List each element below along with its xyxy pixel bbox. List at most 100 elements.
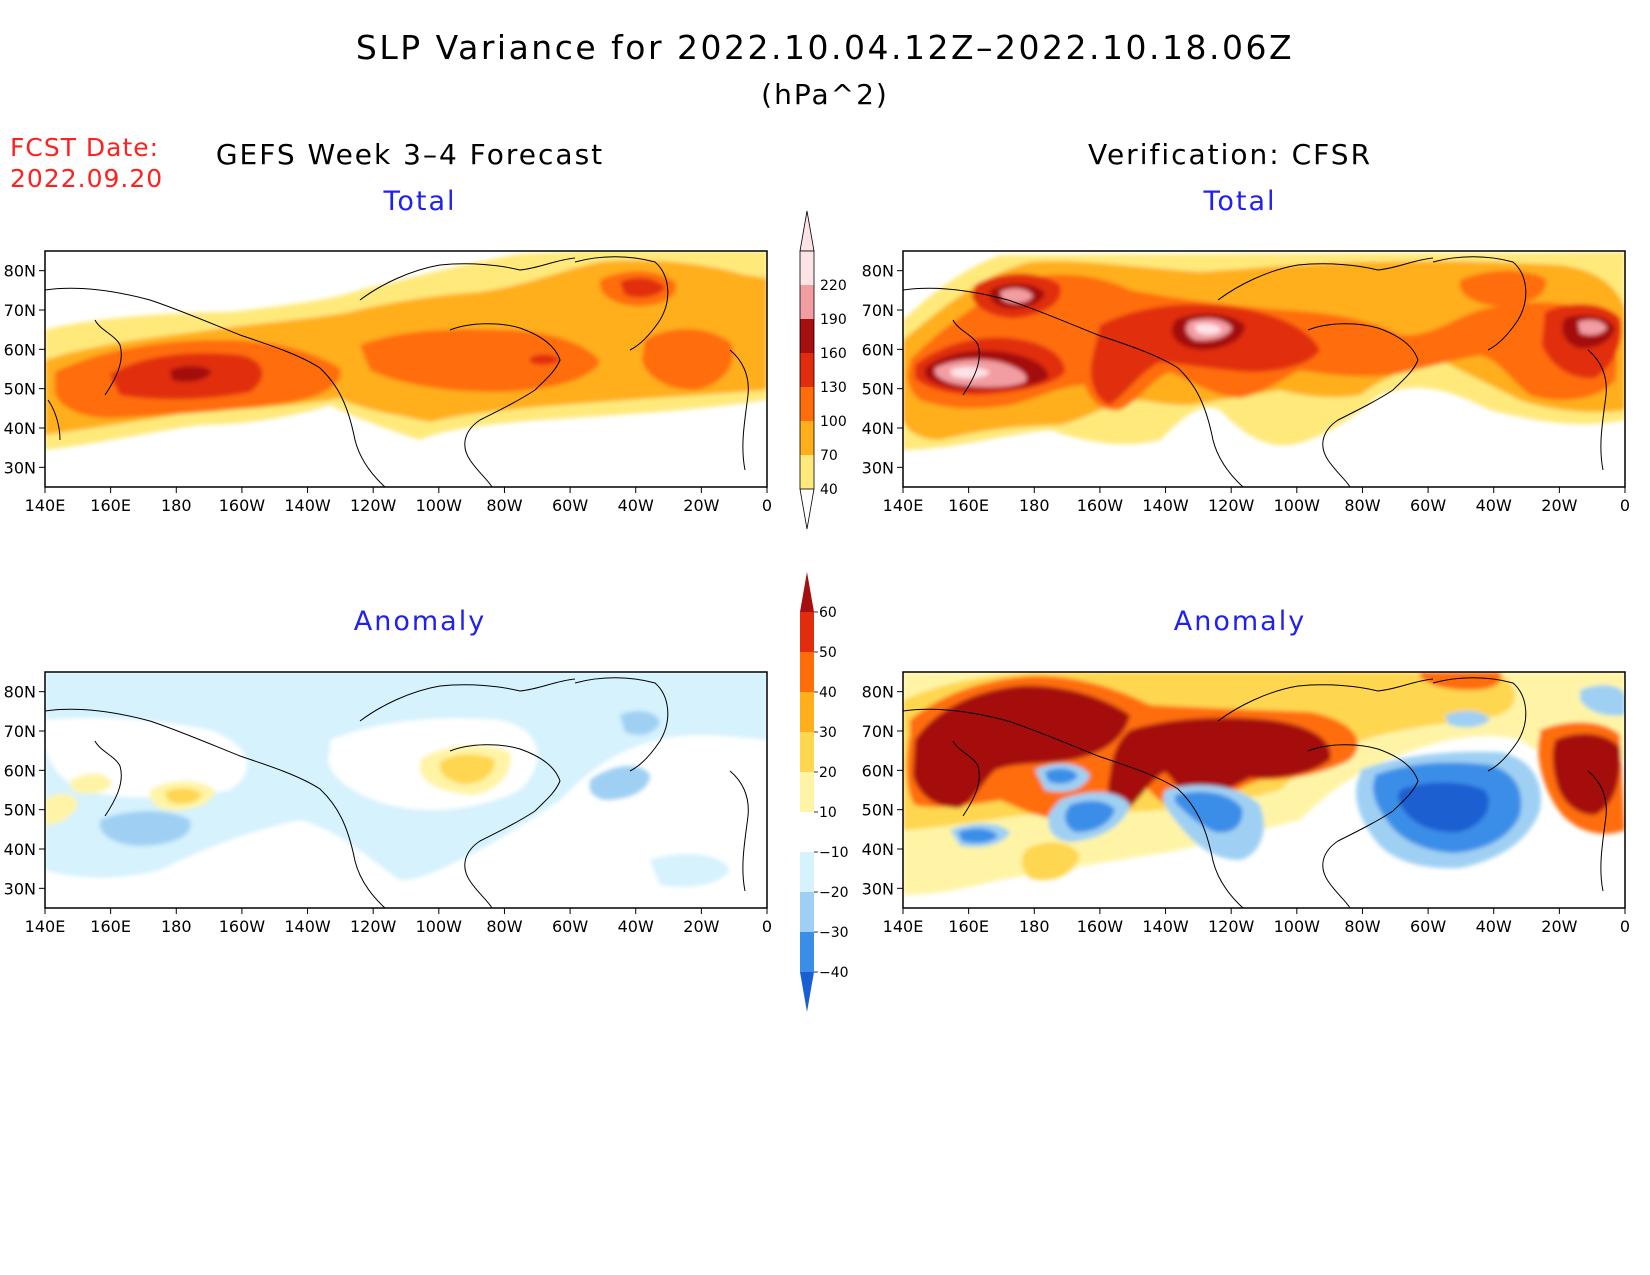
lon-tick-label: 20W <box>1541 496 1577 515</box>
lon-tick-label: 60W <box>1410 917 1446 936</box>
lat-tick-label: 80N <box>4 683 36 702</box>
map-cfsr-total <box>902 250 1626 488</box>
lon-tick-label: 20W <box>683 917 719 936</box>
left-column-title: GEFS Week 3–4 Forecast <box>215 138 605 171</box>
lon-tick-label: 0 <box>1620 917 1630 936</box>
colorbar-anomaly-band <box>800 772 814 812</box>
lon-tick-label: 140W <box>284 496 331 515</box>
lon-tick-label: 160W <box>1077 496 1124 515</box>
lon-tick-label: 100W <box>416 917 463 936</box>
lon-tick-label: 160W <box>1077 917 1124 936</box>
lon-tick-label: 80W <box>1344 496 1380 515</box>
lon-tick-label: 40W <box>618 496 654 515</box>
lon-tick-label: 40W <box>1476 917 1512 936</box>
colorbar-anomaly: 60 50 40 30 20 10 −10 −20 −30 −40 <box>800 572 849 1012</box>
lon-tick-label: 80W <box>1344 917 1380 936</box>
lon-tick-label: 120W <box>350 496 397 515</box>
colorbar-anomaly-label: 20 <box>819 765 837 781</box>
panel-title-gefs-anomaly: Anomaly <box>353 606 487 637</box>
colorbar-total-label: 160 <box>820 346 847 362</box>
colorbar-anomaly-top-arrow <box>800 572 814 612</box>
cfsr-total-coastlines <box>903 256 1607 487</box>
lon-tick-label: 140E <box>883 496 924 515</box>
lon-tick-label: 180 <box>161 917 192 936</box>
colorbar-total-band <box>800 421 814 455</box>
colorbar-total-top-arrow <box>799 210 815 252</box>
lon-tick-label: 120W <box>1208 496 1255 515</box>
colorbar-anomaly-label: 40 <box>819 685 837 701</box>
lat-tick-label: 40N <box>4 840 36 859</box>
colorbar-anomaly-band <box>800 852 814 892</box>
fcst-date-value: 2022.09.20 <box>10 164 164 193</box>
gefs-total-field <box>45 251 767 450</box>
gefs-total-coastlines <box>45 256 749 487</box>
lon-tick-label: 80W <box>486 496 522 515</box>
lat-tick-label: 40N <box>862 419 894 438</box>
lat-tick-label: 70N <box>4 301 36 320</box>
lon-tick-label: 0 <box>762 496 772 515</box>
panel-title-gefs-total: Total <box>383 186 457 217</box>
lon-tick-label: 160E <box>948 917 989 936</box>
lon-tick-label: 180 <box>1019 496 1050 515</box>
colorbar-anomaly-label: −30 <box>819 925 849 941</box>
colorbar-total-label: 40 <box>820 482 838 498</box>
lon-tick-label: 20W <box>1541 917 1577 936</box>
lon-tick-label: 160W <box>219 496 266 515</box>
colorbar-total-band <box>800 455 814 489</box>
lat-tick-label: 40N <box>862 840 894 859</box>
map-cfsr-anomaly <box>902 671 1626 909</box>
fcst-date-label: FCST Date: <box>10 133 160 162</box>
lon-tick-label: 140W <box>1142 496 1189 515</box>
lat-tick-label: 30N <box>4 879 36 898</box>
lat-tick-label: 60N <box>862 340 894 359</box>
lon-tick-label: 120W <box>1208 917 1255 936</box>
lon-tick-label: 20W <box>683 496 719 515</box>
colorbar-anomaly-label: −20 <box>819 885 849 901</box>
lon-tick-label: 100W <box>1274 917 1321 936</box>
cfsr-anomaly-field <box>903 672 1625 895</box>
colorbar-anomaly-bottom-arrow <box>800 972 814 1012</box>
lat-tick-label: 70N <box>862 722 894 741</box>
colorbar-anomaly-label: 30 <box>819 725 837 741</box>
lon-tick-label: 180 <box>161 496 192 515</box>
lon-tick-label: 160E <box>90 917 131 936</box>
colorbar-anomaly-band <box>800 732 814 772</box>
lon-tick-label: 100W <box>1274 496 1321 515</box>
map-gefs-anomaly <box>44 671 768 909</box>
cfsr-total-field <box>903 252 1625 450</box>
colorbar-total-label: 70 <box>820 448 838 464</box>
lat-tick-label: 50N <box>4 801 36 820</box>
colorbar-total-label: 220 <box>820 278 847 294</box>
colorbar-total-bottom-arrow <box>799 488 815 530</box>
colorbar-anomaly-label: −10 <box>819 845 849 861</box>
figure-units: (hPa^2) <box>761 78 889 111</box>
panel-title-cfsr-anomaly: Anomaly <box>1173 606 1307 637</box>
lat-tick-label: 60N <box>4 340 36 359</box>
colorbar-total: 40 70 100 130 160 190 220 <box>799 210 847 530</box>
lat-tick-label: 40N <box>4 419 36 438</box>
lat-tick-label: 70N <box>862 301 894 320</box>
lat-tick-label: 50N <box>862 801 894 820</box>
lat-tick-label: 80N <box>4 262 36 281</box>
colorbar-total-band <box>800 353 814 387</box>
colorbar-anomaly-label: −40 <box>819 965 849 981</box>
lat-tick-label: 60N <box>862 761 894 780</box>
figure-title: SLP Variance for 2022.10.04.12Z–2022.10.… <box>355 28 1295 67</box>
lon-tick-label: 100W <box>416 496 463 515</box>
colorbar-anomaly-label: 50 <box>819 645 837 661</box>
colorbar-total-label: 130 <box>820 380 847 396</box>
lon-tick-label: 120W <box>350 917 397 936</box>
lon-tick-label: 0 <box>762 917 772 936</box>
lon-tick-label: 160E <box>948 496 989 515</box>
colorbar-total-band <box>800 251 814 285</box>
colorbar-anomaly-band <box>800 652 814 692</box>
colorbar-anomaly-band <box>800 892 814 932</box>
lon-tick-label: 60W <box>1410 496 1446 515</box>
cfsr-anomaly-coastlines <box>903 677 1607 908</box>
lon-tick-label: 140E <box>25 917 66 936</box>
lat-tick-label: 70N <box>4 722 36 741</box>
lat-tick-label: 50N <box>4 380 36 399</box>
lon-tick-label: 160E <box>90 496 131 515</box>
colorbar-total-label: 100 <box>820 414 847 430</box>
